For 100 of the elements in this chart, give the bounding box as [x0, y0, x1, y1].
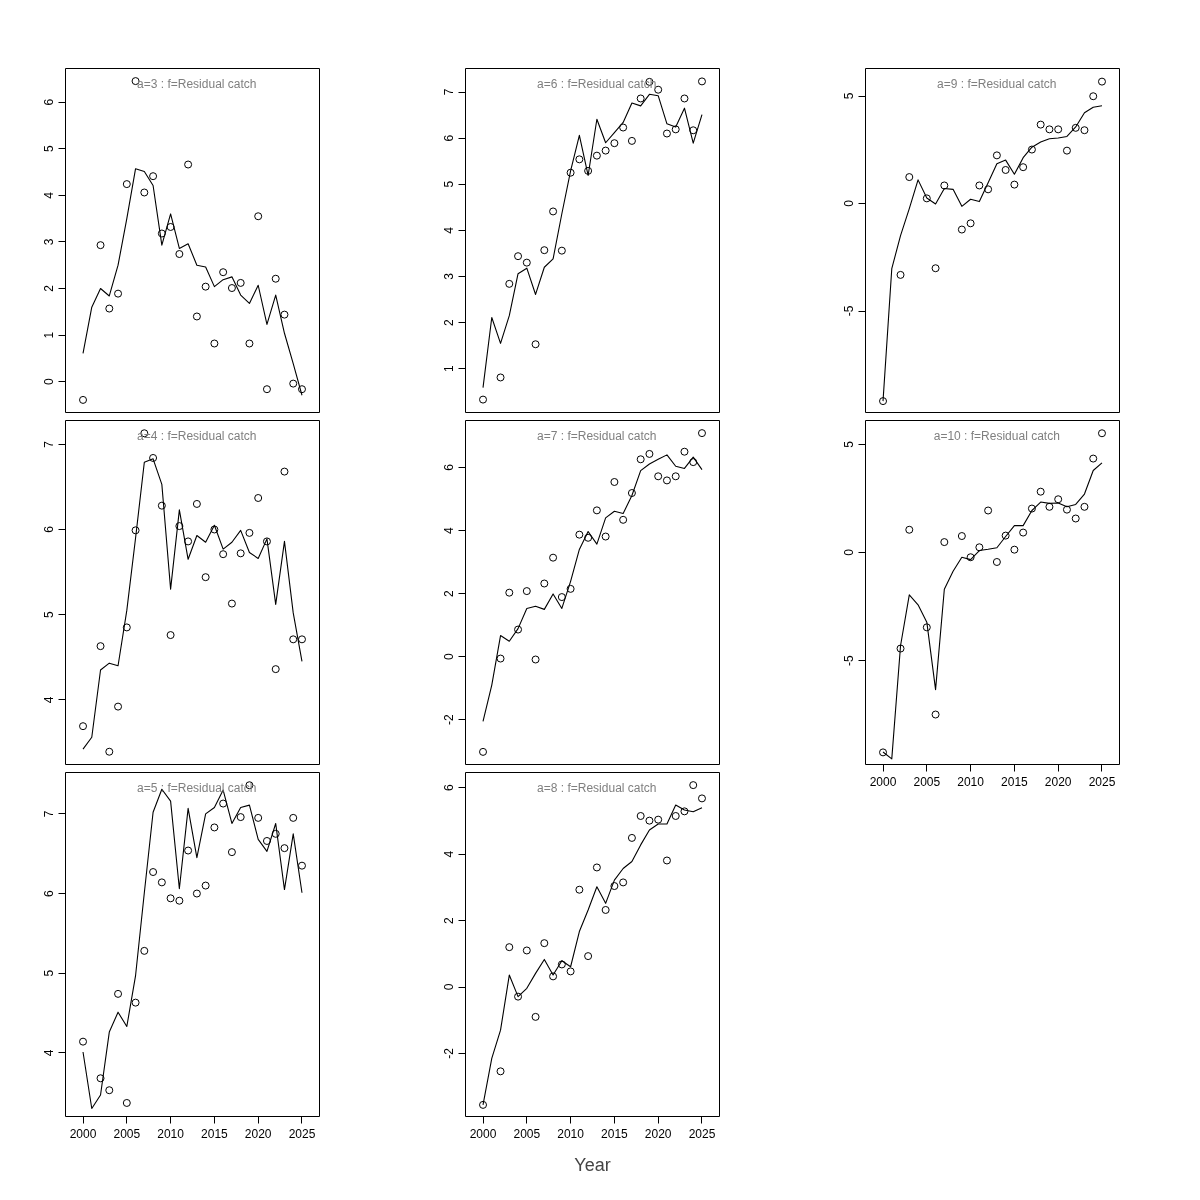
- point: [262, 836, 271, 845]
- point: [627, 136, 636, 145]
- point: [175, 250, 184, 259]
- point: [584, 952, 593, 961]
- y-tick-label: 0: [842, 548, 857, 556]
- line-series: [482, 454, 703, 722]
- point: [254, 813, 263, 822]
- y-tick-label: -2: [442, 1047, 457, 1059]
- point: [149, 453, 158, 462]
- point: [96, 241, 105, 250]
- point: [262, 537, 271, 546]
- x-tick-label: 2020: [1044, 774, 1072, 789]
- point: [1071, 514, 1080, 523]
- point: [236, 278, 245, 287]
- y-tick-label: 2: [42, 284, 57, 292]
- point: [531, 655, 540, 664]
- point: [149, 868, 158, 877]
- y-tick-label: 5: [442, 180, 457, 188]
- point: [966, 553, 975, 562]
- point: [984, 506, 993, 515]
- point: [227, 284, 236, 293]
- point: [122, 623, 131, 632]
- point: [1010, 180, 1019, 189]
- y-tick-label: 6: [42, 98, 57, 106]
- point: [610, 477, 619, 486]
- point: [619, 123, 628, 132]
- x-tick-label: 2025: [688, 1126, 716, 1141]
- point: [227, 848, 236, 857]
- point: [584, 166, 593, 175]
- point: [540, 246, 549, 255]
- point: [271, 665, 280, 674]
- point: [575, 530, 584, 539]
- line-series: [882, 462, 1103, 760]
- point: [601, 532, 610, 541]
- point: [271, 274, 280, 283]
- point: [1054, 125, 1063, 134]
- point: [1019, 163, 1028, 172]
- point: [940, 181, 949, 190]
- point: [1045, 125, 1054, 134]
- point: [219, 268, 228, 277]
- y-tick-label: 4: [442, 850, 457, 858]
- point: [227, 599, 236, 608]
- point: [636, 94, 645, 103]
- x-tick-label: 2015: [201, 1126, 229, 1141]
- point: [271, 829, 280, 838]
- point: [514, 252, 523, 261]
- point: [689, 126, 698, 135]
- point: [184, 537, 193, 546]
- point: [1062, 505, 1071, 514]
- point: [575, 885, 584, 894]
- point: [689, 781, 698, 790]
- point: [122, 1098, 131, 1107]
- x-tick-label: 2000: [469, 1126, 497, 1141]
- point: [627, 833, 636, 842]
- y-tick-label: -5: [842, 305, 857, 317]
- point: [289, 635, 298, 644]
- point: [689, 458, 698, 467]
- point: [166, 222, 175, 231]
- point: [610, 139, 619, 148]
- point: [522, 587, 531, 596]
- x-tick-label: 2000: [869, 774, 897, 789]
- y-tick-label: 2: [442, 318, 457, 326]
- x-tick-label: 2025: [1088, 774, 1116, 789]
- point: [496, 373, 505, 382]
- y-tick-label: 6: [42, 525, 57, 533]
- point: [1027, 504, 1036, 513]
- point: [192, 499, 201, 508]
- point: [219, 799, 228, 808]
- point: [697, 429, 706, 438]
- point: [289, 379, 298, 388]
- y-tick-label: 6: [442, 134, 457, 142]
- text: a=6 : f=Residual catch: [537, 76, 657, 91]
- point: [592, 506, 601, 515]
- point: [671, 472, 680, 481]
- point: [549, 553, 558, 562]
- point: [79, 722, 88, 731]
- point: [479, 1100, 488, 1109]
- point: [654, 815, 663, 824]
- point: [149, 172, 158, 181]
- point: [1080, 502, 1089, 511]
- point: [1027, 145, 1036, 154]
- point: [557, 960, 566, 969]
- y-tick-label: 5: [842, 440, 857, 448]
- y-tick-label: 0: [842, 199, 857, 207]
- text: a=10 : f=Residual catch: [933, 428, 1060, 443]
- point: [184, 160, 193, 169]
- point: [1010, 545, 1019, 554]
- point: [166, 631, 175, 640]
- point: [505, 279, 514, 288]
- point: [905, 173, 914, 182]
- point: [654, 85, 663, 94]
- y-tick-label: 2: [442, 916, 457, 924]
- point: [671, 125, 680, 134]
- point: [157, 229, 166, 238]
- point: [157, 501, 166, 510]
- point: [992, 151, 1001, 160]
- point: [175, 896, 184, 905]
- point: [984, 185, 993, 194]
- y-tick-label: 7: [442, 88, 457, 96]
- y-tick-label: 6: [442, 463, 457, 471]
